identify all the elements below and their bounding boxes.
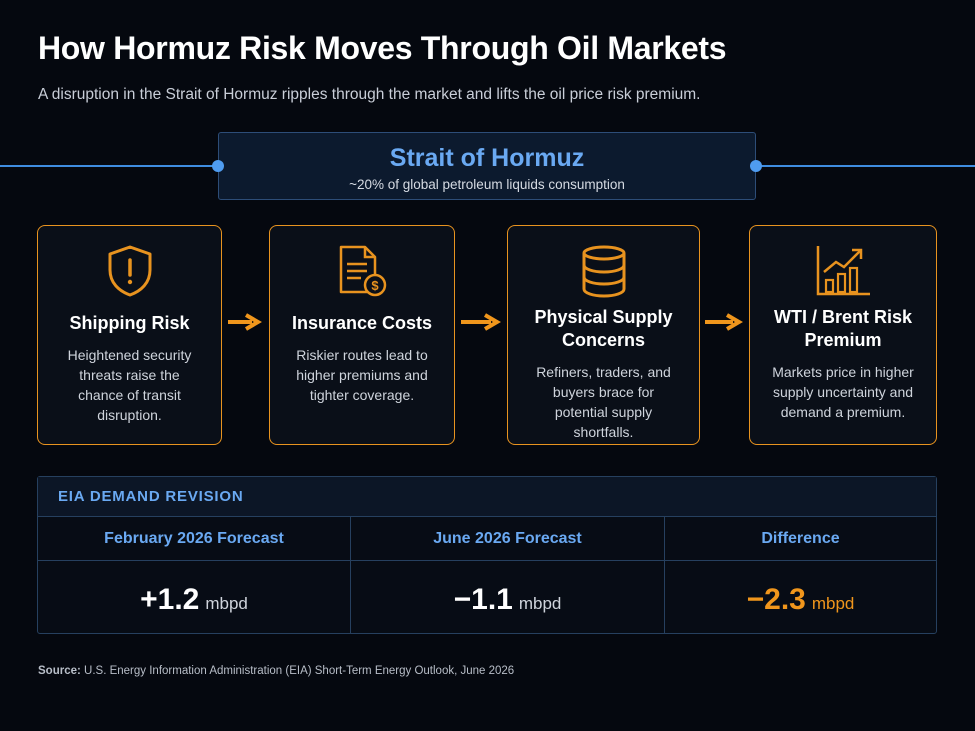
- shield-icon: [108, 245, 151, 297]
- connector-line: [0, 165, 218, 167]
- arrow: [705, 313, 743, 331]
- step-card: WTI / Brent Risk Premium Markets price i…: [749, 225, 937, 445]
- chart-icon: [816, 246, 870, 296]
- step-description: Riskier routes lead to higher premiums a…: [296, 347, 428, 403]
- svg-text:$: $: [371, 278, 379, 293]
- step-description: Refiners, traders, and buyers brace for …: [536, 364, 671, 440]
- column-header: June 2026 Forecast: [351, 517, 664, 561]
- unit: mbpd: [811, 594, 855, 613]
- connector-dot: [212, 160, 224, 172]
- revision-table: EIA DEMAND REVISION February 2026 Foreca…: [37, 476, 937, 634]
- arrow: [228, 313, 262, 331]
- value: −1.1: [453, 583, 513, 616]
- step-description: Heightened security threats raise the ch…: [67, 347, 192, 423]
- table-label: EIA DEMAND REVISION: [38, 477, 936, 517]
- unit: mbpd: [205, 594, 248, 613]
- column-divider: [664, 517, 665, 633]
- connector-line: [756, 165, 975, 167]
- step-card: Shipping Risk Heightened security threat…: [37, 225, 222, 445]
- step-description: Markets price in higher supply uncertain…: [772, 364, 914, 420]
- source-note: Source: U.S. Energy Information Administ…: [38, 665, 514, 677]
- step-title: Insurance Costs: [291, 313, 433, 333]
- strait-box: Strait of Hormuz ~20% of global petroleu…: [218, 132, 756, 200]
- source-text: U.S. Energy Information Administration (…: [84, 665, 515, 677]
- value: −2.3: [746, 583, 806, 616]
- table-column: June 2026 Forecast −1.1 mbpd: [351, 517, 664, 633]
- page-subtitle: A disruption in the Strait of Hormuz rip…: [38, 86, 701, 103]
- column-header: February 2026 Forecast: [38, 517, 350, 561]
- barrel-icon: [582, 245, 625, 298]
- step-card: Physical Supply Concerns Refiners, trade…: [507, 225, 700, 445]
- column-divider: [350, 517, 351, 633]
- table-column: February 2026 Forecast +1.2 mbpd: [38, 517, 350, 633]
- unit: mbpd: [518, 594, 562, 613]
- table-column: Difference −2.3 mbpd: [665, 517, 936, 633]
- step-title: WTI / Brent Risk Premium: [773, 307, 912, 350]
- strait-title: Strait of Hormuz: [389, 144, 585, 172]
- step-title: Shipping Risk: [69, 313, 190, 333]
- source-label: Source:: [38, 665, 81, 677]
- value: +1.2: [140, 583, 200, 616]
- column-header: Difference: [665, 517, 936, 561]
- document-icon: $: [339, 245, 387, 297]
- arrow: [461, 313, 501, 331]
- step-title: Physical Supply Concerns: [534, 307, 673, 350]
- strait-subtitle: ~20% of global petroleum liquids consump…: [349, 177, 625, 192]
- page-title: How Hormuz Risk Moves Through Oil Market…: [38, 30, 727, 66]
- connector-dot: [750, 160, 762, 172]
- step-card: $ Insurance Costs Riskier routes lead to…: [269, 225, 455, 445]
